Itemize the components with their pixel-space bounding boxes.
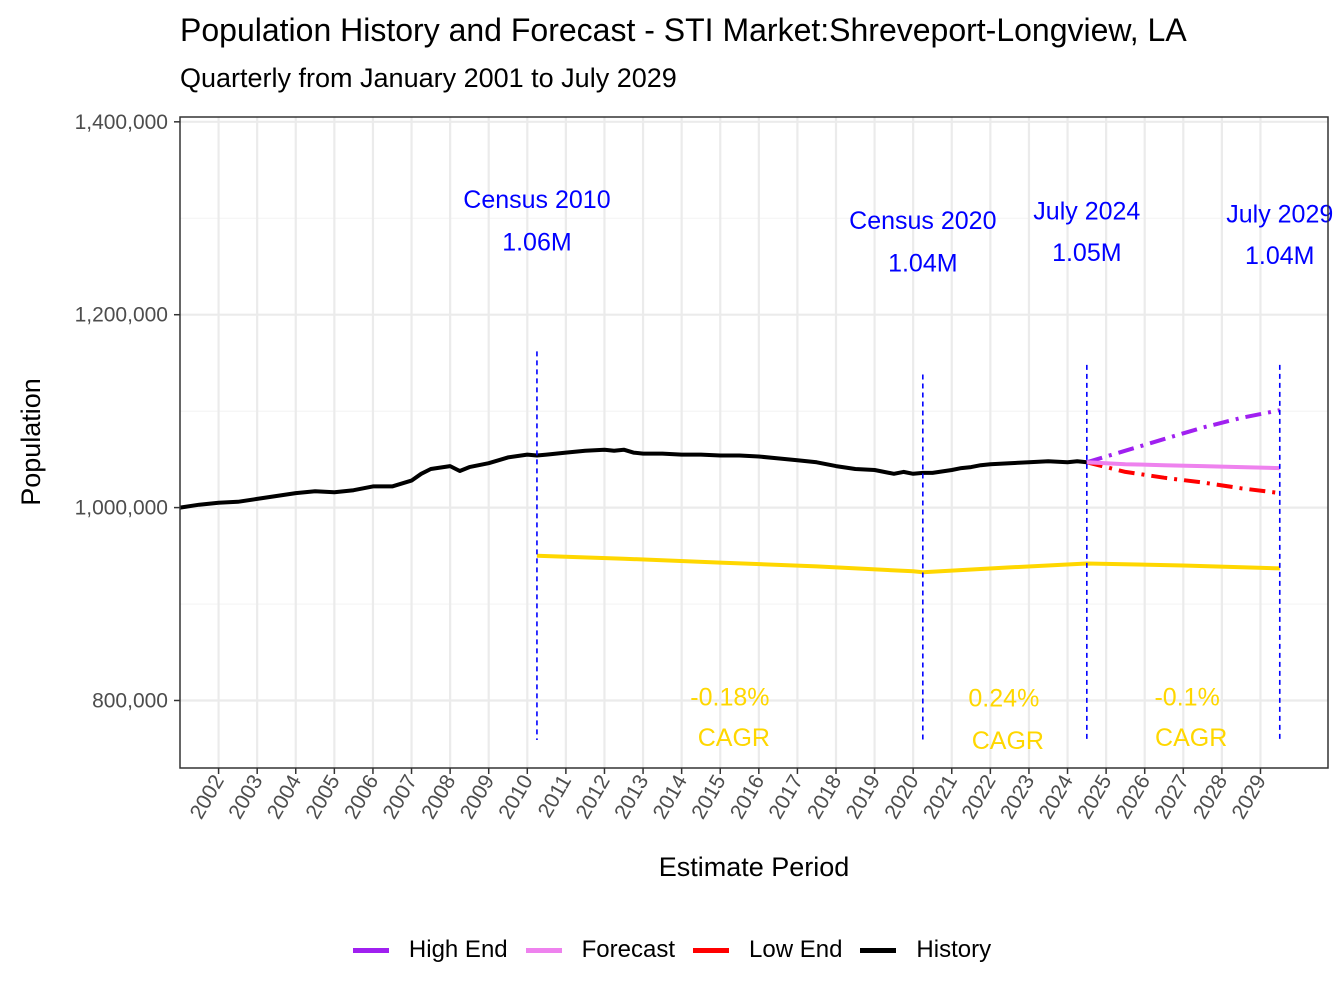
x-tick-label: 2017 bbox=[764, 771, 807, 823]
series-line-census-line bbox=[536, 553, 1280, 575]
legend-label-low-end: Low End bbox=[749, 936, 843, 963]
cagr-value: -0.18% bbox=[690, 684, 769, 712]
x-axis: 2002200320042005200620072008200920102011… bbox=[186, 768, 1271, 823]
series-line-forecast bbox=[1086, 460, 1280, 471]
x-tick-label: 2015 bbox=[687, 771, 730, 823]
legend-key-high-end bbox=[352, 947, 389, 953]
x-tick-label: 2023 bbox=[996, 771, 1039, 823]
x-tick-label: 2029 bbox=[1228, 771, 1271, 823]
x-tick-label: 2012 bbox=[572, 771, 615, 823]
cagr-label: CAGR bbox=[972, 727, 1044, 755]
x-tick-label: 2009 bbox=[456, 771, 499, 823]
x-tick-label: 2028 bbox=[1189, 771, 1232, 823]
plot-panel bbox=[180, 117, 1328, 768]
cagr-value: -0.1% bbox=[1154, 684, 1219, 712]
x-tick-label: 2025 bbox=[1073, 771, 1116, 823]
x-tick-label: 2006 bbox=[340, 771, 383, 823]
legend-key-history bbox=[860, 947, 897, 953]
legend-item-forecast: Forecast bbox=[525, 936, 676, 964]
markers-layer bbox=[536, 351, 1281, 740]
grid-minor bbox=[180, 217, 1328, 605]
chart-subtitle: Quarterly from January 2001 to July 2029 bbox=[180, 63, 677, 93]
series-line-history bbox=[179, 447, 1088, 510]
cagr-label: CAGR bbox=[1155, 724, 1227, 752]
y-tick-label: 1,400,000 bbox=[75, 111, 168, 134]
marker-value: 1.04M bbox=[1245, 242, 1314, 270]
x-tick-label: 2016 bbox=[726, 771, 769, 823]
series-layer bbox=[179, 408, 1281, 575]
cagr-value: 0.24% bbox=[968, 685, 1039, 713]
y-axis: 800,000 1,000,000 1,200,000 1,400,000 bbox=[75, 111, 180, 712]
x-tick-label: 2002 bbox=[186, 771, 229, 823]
x-tick-label: 2007 bbox=[379, 771, 422, 823]
series-line-low-end bbox=[1086, 460, 1281, 496]
x-tick-label: 2013 bbox=[610, 771, 653, 823]
legend-key-forecast bbox=[525, 947, 562, 953]
marker-value: 1.04M bbox=[888, 250, 957, 278]
annotation-layer: Census 2010 1.06M Census 2020 1.04M July 202… bbox=[463, 186, 1333, 755]
series-line-high-end bbox=[1086, 408, 1281, 465]
y-axis-label: Population bbox=[16, 378, 46, 506]
legend-item-low-end: Low End bbox=[693, 936, 842, 964]
x-tick-label: 2011 bbox=[534, 771, 577, 822]
x-tick-label: 2008 bbox=[417, 771, 460, 823]
legend-label-forecast: Forecast bbox=[581, 936, 676, 963]
x-tick-label: 2010 bbox=[494, 771, 537, 823]
x-tick-label: 2018 bbox=[803, 771, 846, 823]
chart-title: Population History and Forecast - STI Ma… bbox=[180, 12, 1187, 48]
cagr-label: CAGR bbox=[698, 724, 770, 752]
y-tick-label: 800,000 bbox=[92, 689, 168, 712]
x-tick-label: 2020 bbox=[880, 771, 923, 823]
x-tick-label: 2003 bbox=[224, 771, 267, 823]
marker-label: July 2024 bbox=[1033, 198, 1140, 226]
plot-border bbox=[179, 116, 1329, 769]
x-tick-label: 2014 bbox=[649, 771, 692, 823]
x-tick-label: 2027 bbox=[1150, 771, 1193, 823]
marker-value: 1.05M bbox=[1052, 239, 1121, 267]
x-tick-label: 2024 bbox=[1035, 771, 1078, 823]
x-tick-label: 2022 bbox=[957, 771, 1000, 823]
y-tick-label: 1,200,000 bbox=[75, 304, 168, 327]
marker-value: 1.06M bbox=[502, 228, 571, 256]
x-tick-label: 2005 bbox=[301, 771, 344, 823]
x-tick-label: 2019 bbox=[842, 771, 885, 823]
x-tick-label: 2004 bbox=[263, 771, 306, 823]
marker-label: Census 2020 bbox=[849, 207, 996, 235]
x-axis-label: Estimate Period bbox=[659, 852, 850, 882]
x-tick-label: 2021 bbox=[919, 771, 962, 823]
marker-label: July 2029 bbox=[1226, 200, 1333, 228]
grid-major bbox=[180, 117, 1328, 768]
legend-item-history: History bbox=[860, 936, 991, 964]
legend-item-high-end: High End bbox=[352, 936, 508, 964]
legend: High End Forecast Low End History bbox=[0, 936, 1344, 964]
legend-label-high-end: High End bbox=[408, 936, 508, 963]
marker-label: Census 2010 bbox=[463, 186, 610, 214]
x-tick-label: 2026 bbox=[1112, 771, 1155, 823]
y-tick-label: 1,000,000 bbox=[75, 497, 168, 520]
legend-label-history: History bbox=[916, 936, 992, 963]
legend-key-low-end bbox=[693, 947, 730, 953]
